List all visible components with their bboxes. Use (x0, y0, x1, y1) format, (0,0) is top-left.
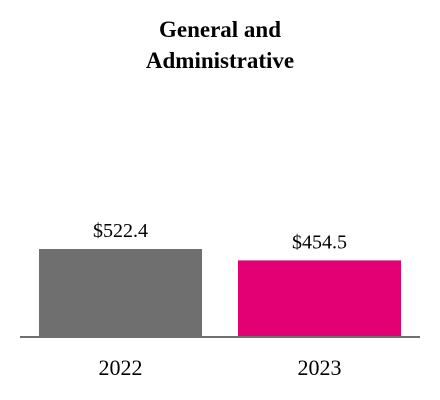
chart-title: General and Administrative (0, 14, 440, 76)
chart-title-line-1: General and (158, 17, 282, 42)
category-label-2023: 2023 (298, 355, 342, 380)
bar-2022 (39, 248, 202, 337)
category-label-2022: 2022 (99, 355, 143, 380)
value-label-2023: $454.5 (292, 231, 347, 253)
value-label-2022: $522.4 (93, 220, 148, 242)
chart-title-line-2: Administrative (145, 48, 295, 73)
bar-2023 (238, 260, 401, 337)
